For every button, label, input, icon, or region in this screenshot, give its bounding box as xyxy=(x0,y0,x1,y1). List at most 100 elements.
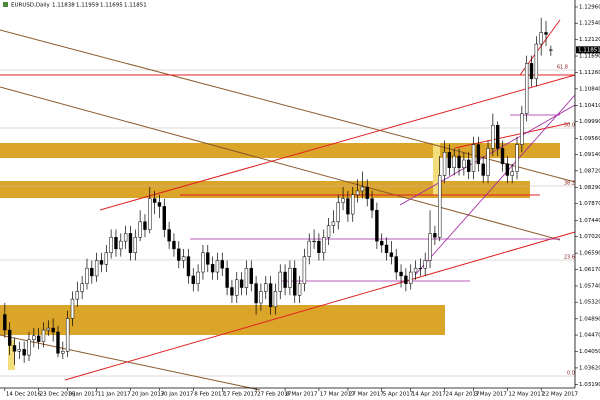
candle-body xyxy=(254,283,258,304)
candle-body xyxy=(471,144,476,172)
candle-body xyxy=(239,279,244,288)
candle-body xyxy=(307,240,311,257)
candle-body xyxy=(457,155,461,168)
candle-body xyxy=(360,186,365,192)
fib-label: 50.0 xyxy=(564,123,575,129)
candle-body xyxy=(27,339,31,356)
x-tick-label: 14 Apr 2017 xyxy=(412,392,447,398)
candle-body xyxy=(331,221,336,226)
candle-body xyxy=(22,349,26,356)
fib-label: 23.6 xyxy=(564,255,575,261)
candle-body xyxy=(404,275,408,284)
candle-body xyxy=(355,190,360,196)
candle-body xyxy=(433,233,437,238)
y-tick-label: 1.09990 xyxy=(579,119,600,125)
y-tick-label: 1.06170 xyxy=(579,267,600,273)
candle-body xyxy=(225,267,229,288)
candle-body xyxy=(365,186,369,199)
candle-body xyxy=(438,175,442,238)
symbol-icon xyxy=(3,2,8,7)
x-tick-label: 14 Dec 2016 xyxy=(6,392,42,398)
candle-body xyxy=(46,327,51,331)
candle-body xyxy=(317,240,321,253)
x-tick-label: 30 Jan 2017 xyxy=(160,392,193,398)
x-tick-label: 27 Feb 2017 xyxy=(257,392,292,398)
candle-body xyxy=(123,233,128,242)
y-tick-label: 1.11690 xyxy=(579,54,600,60)
candle-body xyxy=(162,206,166,230)
candle-body xyxy=(351,194,355,215)
candle-body xyxy=(80,283,84,292)
candle-body xyxy=(244,267,249,288)
candle-body xyxy=(462,159,466,168)
candle-body xyxy=(133,237,137,253)
header-value: 1.11851 xyxy=(124,3,147,9)
x-tick-label: 12 May 2017 xyxy=(508,392,544,398)
y-tick-label: 1.07440 xyxy=(579,218,600,224)
header: EURUSD,Daily 1.11838 1.11959 1.11695 1.1185… xyxy=(3,2,147,9)
trend-line xyxy=(99,74,576,211)
candle-body xyxy=(476,144,481,165)
candle-body xyxy=(302,256,307,284)
channel-line xyxy=(414,94,576,276)
last-price-label: 1.11851 xyxy=(578,47,600,53)
y-tick-label: 1.06590 xyxy=(579,251,600,257)
y-tick-label: 1.10410 xyxy=(579,103,600,109)
x-tick-label: 3 Jan 2017 xyxy=(69,392,99,398)
candle-body xyxy=(3,314,7,331)
candle-body xyxy=(491,124,495,149)
candle-body xyxy=(85,267,89,284)
trend-line xyxy=(64,231,576,381)
candle-body xyxy=(259,291,263,304)
candle-body xyxy=(297,283,302,296)
candle-body xyxy=(12,345,17,352)
candle-body xyxy=(336,202,340,223)
candle-body xyxy=(70,298,75,319)
candle-body xyxy=(466,159,471,172)
candle-body xyxy=(500,148,505,165)
candle-body xyxy=(529,63,534,80)
candle-body xyxy=(167,229,171,242)
candle-body xyxy=(273,291,278,308)
x-tick-label: 17 Feb 2017 xyxy=(223,392,258,398)
header-value: 1.11959 xyxy=(76,3,99,9)
candle-body xyxy=(544,32,548,35)
fib-label: 38.2 xyxy=(564,181,575,187)
candle-body xyxy=(375,209,379,242)
candle-body xyxy=(201,252,205,273)
candle-body xyxy=(94,260,99,277)
candle-body xyxy=(549,49,553,51)
candle-body xyxy=(399,271,403,277)
candle-body xyxy=(380,240,384,246)
candle-body xyxy=(17,349,22,352)
candle-body xyxy=(90,267,94,277)
candle-body xyxy=(534,43,539,80)
y-tick-label: 1.10840 xyxy=(579,86,600,92)
last-price-box xyxy=(576,46,600,54)
candle-body xyxy=(32,335,36,340)
trend-line xyxy=(454,122,571,149)
candle-body xyxy=(61,351,65,354)
x-tick-label: 5 Apr 2017 xyxy=(383,392,414,398)
candle-body xyxy=(210,264,215,273)
candle-body xyxy=(505,163,510,176)
candle-body xyxy=(138,221,142,238)
y-tick-label: 1.09560 xyxy=(579,136,600,142)
candle-body xyxy=(51,327,55,333)
candle-body xyxy=(278,271,282,292)
x-tick-label: 17 Mar 2017 xyxy=(320,392,355,398)
candle-body xyxy=(409,271,413,284)
candle-body xyxy=(264,283,268,292)
y-tick-label: 1.04470 xyxy=(579,333,600,339)
candle-body xyxy=(288,267,292,288)
candle-body xyxy=(157,202,162,207)
candle-body xyxy=(341,198,345,203)
candle-body xyxy=(41,329,46,342)
candle-body xyxy=(249,267,253,284)
candle-body xyxy=(394,256,398,273)
candle-body xyxy=(389,252,394,257)
candle-body xyxy=(119,240,123,250)
candle-body xyxy=(413,267,418,273)
y-tick-label: 1.12960 xyxy=(579,4,600,10)
